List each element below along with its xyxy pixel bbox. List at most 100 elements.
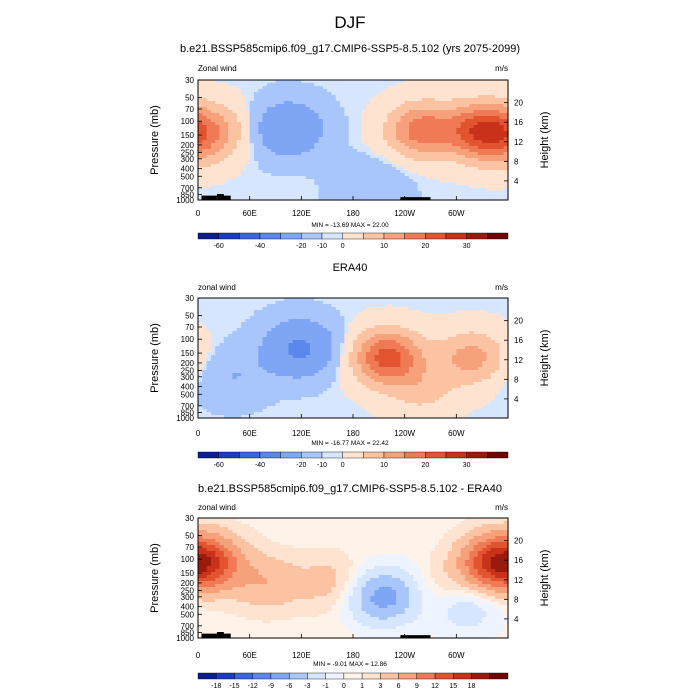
field-cell (426, 89, 432, 93)
field-cell (314, 170, 320, 174)
field-cell (495, 149, 500, 153)
field-cell (361, 319, 367, 323)
field-cell (408, 367, 414, 371)
field-cell (305, 376, 311, 380)
field-cell (469, 92, 475, 96)
field-cell (275, 98, 281, 102)
field-cell (262, 319, 268, 323)
field-cell (271, 167, 277, 171)
field-cell (452, 319, 457, 323)
field-cell (327, 104, 333, 108)
field-cell (219, 122, 225, 126)
field-cell (421, 355, 427, 359)
field-cell (378, 379, 384, 383)
field-cell (460, 152, 466, 156)
field-cell (210, 158, 216, 162)
field-cell (417, 158, 423, 162)
field-cell (421, 125, 427, 129)
field-cell (447, 89, 453, 93)
field-cell (344, 379, 350, 383)
field-cell (378, 92, 384, 96)
field-cell (258, 86, 264, 90)
field-cell (223, 382, 229, 386)
field-cell (292, 176, 298, 180)
field-cell (297, 194, 302, 198)
field-cell (253, 137, 259, 141)
field-cell (258, 298, 264, 302)
field-cell (400, 95, 406, 99)
field-cell (219, 316, 225, 320)
field-cell (340, 125, 345, 129)
field-cell (495, 131, 500, 135)
field-cell (335, 379, 341, 383)
field-cell (396, 328, 401, 332)
field-cell (426, 152, 432, 156)
field-cell (322, 182, 328, 186)
field-cell (426, 319, 432, 323)
field-cell (370, 325, 376, 329)
colorbar-label: -20 (296, 243, 306, 250)
field-cell (322, 92, 328, 96)
field-cell (309, 140, 315, 144)
field-cell (241, 337, 246, 341)
field-cell (469, 197, 475, 201)
field-cell (322, 128, 328, 132)
field-cell (206, 331, 212, 335)
field-cell (365, 376, 371, 380)
field-cell (202, 298, 208, 302)
field-cell (370, 113, 376, 117)
field-cell (456, 343, 462, 347)
field-cell (447, 113, 453, 117)
field-cell (271, 346, 277, 350)
field-cell (387, 113, 393, 117)
field-cell (219, 140, 225, 144)
field-cell (275, 301, 281, 305)
field-cell (396, 152, 401, 156)
field-cell (223, 170, 229, 174)
field-cell (253, 80, 259, 84)
field-cell (215, 95, 221, 99)
field-cell (297, 349, 302, 353)
field-cell (340, 194, 345, 198)
field-cell (249, 164, 255, 168)
field-cell (275, 340, 281, 344)
field-cell (288, 331, 294, 335)
field-cell (443, 176, 449, 180)
field-cell (249, 185, 255, 189)
field-cell (370, 340, 376, 344)
field-cell (413, 194, 419, 198)
field-cell (396, 301, 401, 305)
field-cell (262, 164, 268, 168)
field-cell (357, 119, 363, 123)
field-cell (202, 173, 208, 177)
field-cell (202, 125, 208, 129)
field-cell (301, 340, 307, 344)
field-cell (210, 98, 216, 102)
field-cell (486, 125, 492, 129)
field-cell (340, 304, 345, 308)
field-cell (387, 337, 393, 341)
field-cell (503, 146, 509, 150)
field-cell (288, 107, 294, 111)
field-cell (439, 149, 445, 153)
field-cell (361, 137, 367, 141)
field-cell (426, 298, 432, 302)
field-cell (486, 98, 492, 102)
field-cell (301, 316, 307, 320)
field-cell (202, 310, 208, 314)
field-cell (266, 310, 272, 314)
field-cell (460, 185, 466, 189)
field-cell (426, 137, 432, 141)
field-cell (434, 137, 440, 141)
field-cell (383, 128, 389, 132)
field-cell (477, 164, 483, 168)
x-tick-label: 120E (292, 209, 311, 218)
field-cell (490, 313, 496, 317)
field-cell (473, 119, 479, 123)
field-cell (383, 83, 389, 87)
field-cell (353, 92, 358, 96)
field-cell (223, 188, 229, 192)
field-cell (271, 310, 277, 314)
field-cell (378, 370, 384, 374)
field-cell (361, 349, 367, 353)
